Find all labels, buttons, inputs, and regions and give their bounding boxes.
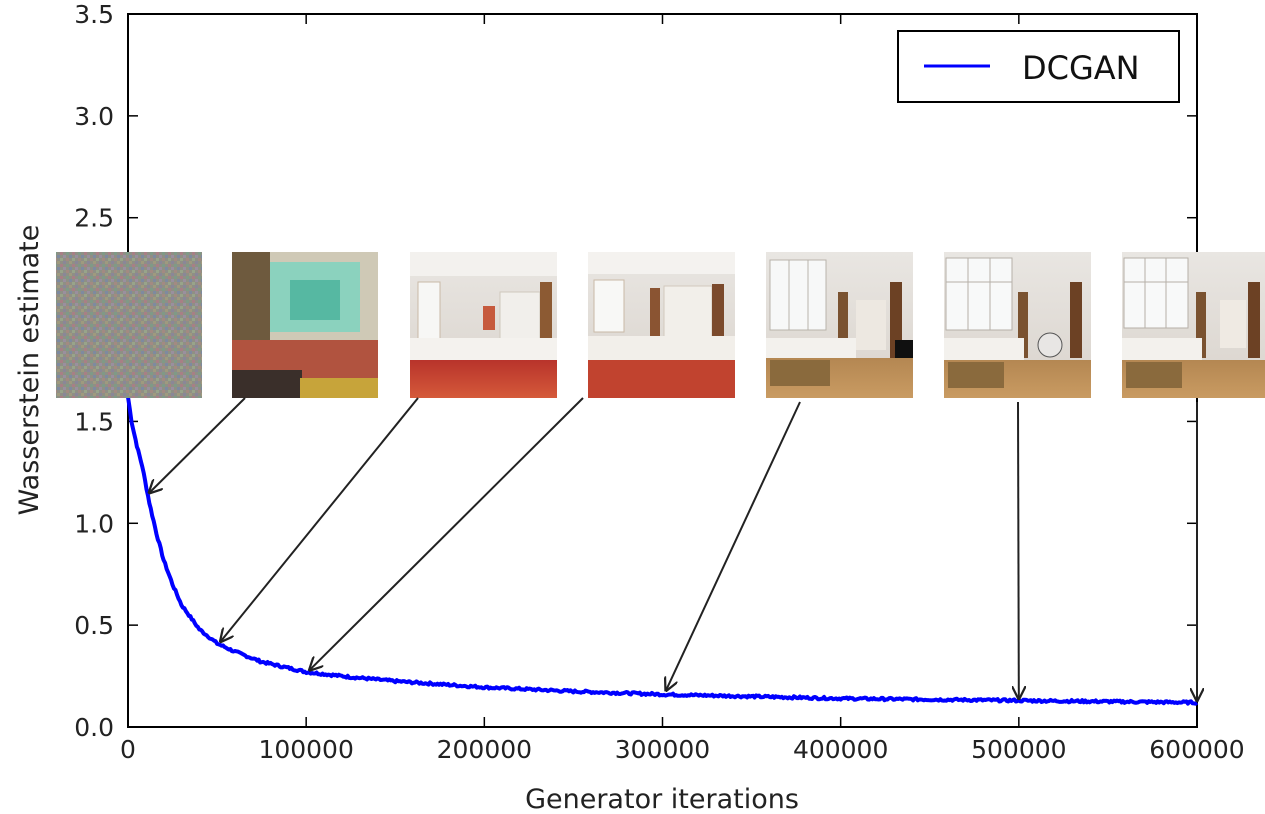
annotation-arrow-wood-bedroom-2 — [1018, 401, 1019, 698]
x-tick-label: 200000 — [437, 735, 532, 764]
x-tick-label: 300000 — [615, 735, 710, 764]
y-tick-label: 3.0 — [74, 102, 114, 131]
x-tick-label: 0 — [120, 735, 136, 764]
annotation-arrow-wood-bedroom — [666, 401, 801, 690]
y-tick-label: 0.5 — [74, 611, 114, 640]
x-tick-label: 400000 — [793, 735, 888, 764]
annotation-arrow-blurry-room — [149, 397, 246, 493]
legend: DCGAN — [897, 30, 1180, 103]
sample-image-wood-bedroom-2 — [944, 252, 1091, 398]
y-tick-label: 3.5 — [74, 0, 114, 29]
sample-image-wood-bedroom — [766, 252, 913, 398]
y-tick-label: 2.5 — [74, 204, 114, 233]
sample-image-red-bedroom-2 — [588, 252, 735, 398]
y-tick-label: 1.0 — [74, 509, 114, 538]
y-axis-title: Wasserstein estimate — [14, 225, 45, 516]
annotation-arrow-red-bedroom — [221, 397, 419, 641]
sample-image-wood-bedroom-3 — [1122, 252, 1265, 398]
x-tick-label: 500000 — [971, 735, 1066, 764]
sample-image-blurry-room — [232, 252, 378, 398]
axis-tick-labels: 0 100000 200000 300000 400000 500000 600000 0.0… — [74, 0, 1244, 764]
annotation-arrow-red-bedroom-2 — [310, 397, 584, 670]
series-layer — [126, 396, 1199, 706]
y-tick-label: 0.0 — [74, 713, 114, 742]
sample-image-noise — [56, 252, 202, 398]
y-tick-label: 1.5 — [74, 407, 114, 436]
x-tick-label: 600000 — [1149, 735, 1244, 764]
legend-label-dcgan: DCGAN — [1022, 49, 1140, 87]
x-tick-label: 100000 — [258, 735, 353, 764]
annotation-arrows — [149, 397, 1197, 701]
series-line-dcgan — [126, 396, 1199, 706]
x-axis-title: Generator iterations — [525, 784, 799, 814]
generated-sample-images — [56, 252, 1265, 398]
sample-image-red-bedroom — [410, 252, 557, 398]
